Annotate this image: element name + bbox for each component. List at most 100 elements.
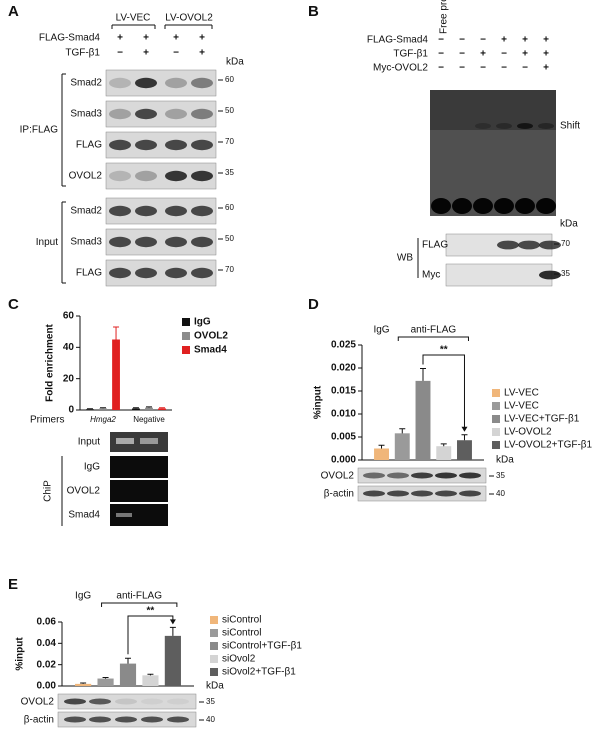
band <box>191 170 213 182</box>
sign: − <box>480 35 486 46</box>
y-tick-label: 20 <box>63 373 75 384</box>
bar <box>97 678 114 686</box>
band <box>387 472 409 479</box>
arrow <box>169 619 176 625</box>
probe-blob <box>536 198 556 214</box>
annotation: IgG <box>373 325 389 336</box>
band <box>109 267 131 279</box>
row-label: FLAG-Smad4 <box>39 33 101 44</box>
legend-swatch <box>210 655 218 663</box>
sign: − <box>438 35 444 46</box>
band <box>165 236 187 248</box>
bar <box>457 440 472 460</box>
band <box>387 490 409 497</box>
sign: + <box>522 49 528 60</box>
error-bar <box>113 326 120 340</box>
x-tick-label: Negative <box>133 415 165 424</box>
shift-band <box>517 123 533 129</box>
gel-label: Input <box>78 437 100 448</box>
band <box>411 490 433 497</box>
sign: + <box>522 35 528 46</box>
mw: 60 <box>225 75 234 84</box>
band <box>191 139 213 151</box>
band <box>141 716 163 723</box>
error-bar <box>102 676 109 679</box>
y-tick-label: 0.000 <box>331 455 356 466</box>
probe-blob <box>515 198 535 214</box>
error-bar <box>169 626 176 636</box>
y-tick-label: 0.005 <box>331 432 356 443</box>
band <box>539 270 561 280</box>
row-label: TGF-β1 <box>393 49 428 60</box>
probe-blob <box>452 198 472 214</box>
sign: + <box>543 63 549 74</box>
band <box>89 698 111 705</box>
error-bar <box>147 673 154 676</box>
mw: 35 <box>496 471 505 480</box>
blot <box>445 263 553 287</box>
blot-label: Smad2 <box>70 206 102 217</box>
sign: − <box>480 63 486 74</box>
sign: + <box>199 33 205 44</box>
error-bar <box>100 407 106 409</box>
blot-label: Myc <box>422 270 440 281</box>
gel-label: IgG <box>84 462 100 473</box>
band <box>89 716 111 723</box>
band <box>191 108 213 120</box>
sign: + <box>117 33 123 44</box>
sign: − <box>117 48 123 59</box>
legend-label: OVOL2 <box>194 331 228 342</box>
bar <box>164 635 181 686</box>
sign: − <box>522 63 528 74</box>
chip-label: ChiP <box>43 480 54 502</box>
error-bar <box>80 682 87 684</box>
bar <box>86 409 94 410</box>
row-label: FLAG-Smad4 <box>367 35 429 46</box>
band <box>115 716 137 723</box>
y-tick-label: 0 <box>68 405 74 416</box>
y-tick-label: 0.02 <box>37 659 57 670</box>
error-bar <box>461 434 468 441</box>
unit: kDa <box>206 681 224 692</box>
band <box>115 698 137 705</box>
band <box>64 698 86 705</box>
legend-label: IgG <box>194 317 211 328</box>
band <box>135 170 157 182</box>
blot-label: OVOL2 <box>21 697 55 708</box>
legend-label: LV-OVOL2+TGF-β1 <box>504 440 593 451</box>
legend-swatch <box>492 441 500 449</box>
row-label: TGF-β1 <box>65 48 100 59</box>
bar <box>145 407 153 410</box>
gel-shade <box>430 90 556 130</box>
y-tick-label: 0.00 <box>37 681 57 692</box>
legend-label: LV-VEC <box>504 401 539 412</box>
bar <box>132 408 140 410</box>
sign: + <box>543 49 549 60</box>
y-tick-label: 0.020 <box>331 363 356 374</box>
group-label: LV-OVOL2 <box>165 13 213 24</box>
panel-label: B <box>308 3 319 20</box>
unit: kDa <box>226 57 244 68</box>
legend-swatch <box>210 668 218 676</box>
sign: + <box>199 48 205 59</box>
band <box>435 490 457 497</box>
shift-band <box>538 123 554 129</box>
probe-blob <box>431 198 451 214</box>
bar <box>112 339 120 410</box>
band <box>411 472 433 479</box>
blot-label: Smad3 <box>70 109 102 120</box>
mw: 70 <box>225 265 234 274</box>
mw: 50 <box>225 106 234 115</box>
sign: − <box>459 49 465 60</box>
band <box>539 240 561 250</box>
probe-blob <box>473 198 493 214</box>
legend-swatch <box>210 642 218 650</box>
y-tick-label: 0.06 <box>37 617 57 628</box>
band <box>165 108 187 120</box>
band <box>191 267 213 279</box>
sig-bracket <box>422 354 465 431</box>
error-bar <box>378 444 385 449</box>
mw: 35 <box>561 269 570 278</box>
probe-blob <box>494 198 514 214</box>
sign: − <box>459 35 465 46</box>
